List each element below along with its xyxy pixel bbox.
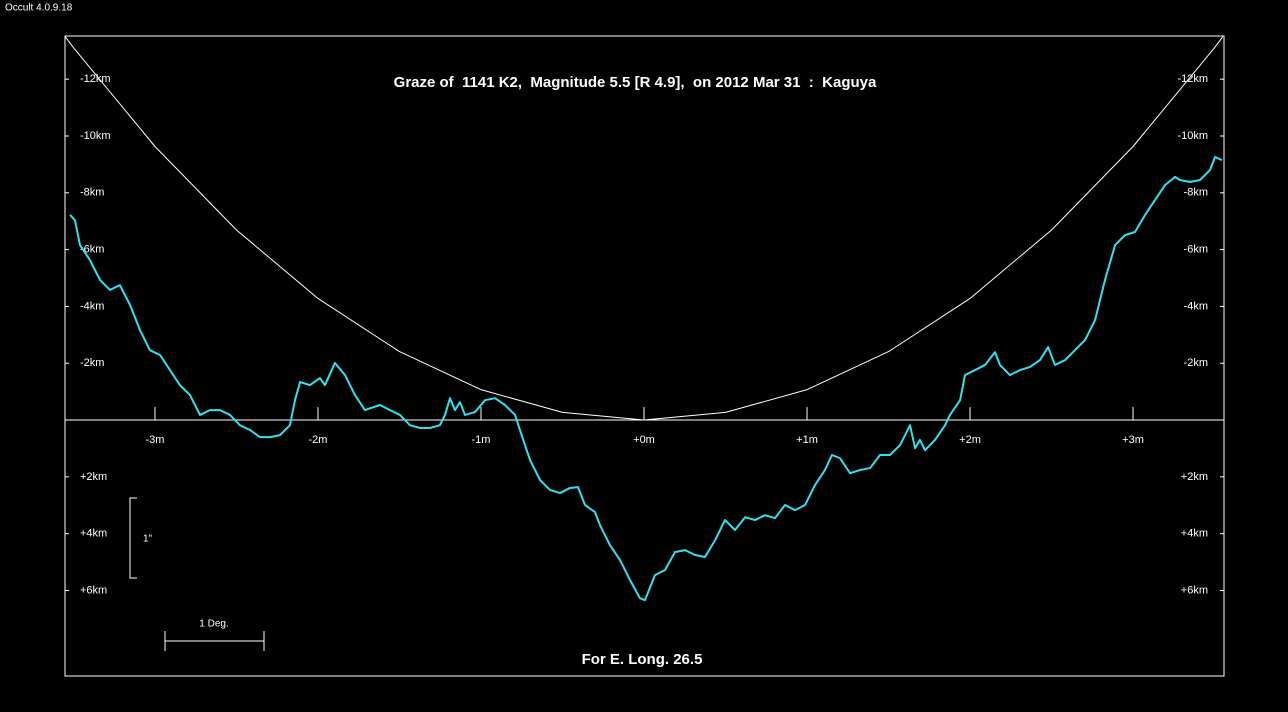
arcsec-scale-bar (129, 497, 137, 579)
series-line (69, 156, 1223, 602)
y-tick-label-right: -10km (1177, 130, 1208, 142)
y-tick-label-right: +4km (1181, 528, 1208, 540)
footer: For E. Long. 26.5 (582, 651, 703, 668)
y-tick-label-right: -6km (1184, 244, 1208, 256)
degree-scale-label: 1 Deg. (199, 619, 228, 630)
x-tick-label: +3m (1122, 434, 1144, 446)
y-tick-label-right: +2km (1181, 471, 1208, 483)
x-tick-label: -1m (472, 434, 491, 446)
x-tick-label: -3m (146, 434, 165, 446)
app-label: Occult 4.0.9.18 (5, 3, 73, 14)
y-tick-label-right: -8km (1184, 187, 1208, 199)
y-tick-label: -4km (80, 300, 104, 312)
plot-frame (64, 35, 1225, 677)
arcsec-scale-label: 1" (143, 534, 153, 545)
chart-title: Graze of 1141 K2, Magnitude 5.5 [R 4.9],… (394, 74, 877, 91)
y-tick-label: +4km (80, 528, 107, 540)
y-tick-label-right: -4km (1184, 300, 1208, 312)
x-tick-label: -2m (309, 434, 328, 446)
y-tick-label-right: -12km (1177, 73, 1208, 85)
y-tick-label: -8km (80, 187, 104, 199)
x-tick-label: +1m (796, 434, 818, 446)
series-line (64, 36, 1224, 421)
y-tick-label: -2km (80, 357, 104, 369)
y-tick-label: -10km (80, 130, 111, 142)
y-tick-label-right: -2km (1184, 357, 1208, 369)
x-tick-label: +2m (959, 434, 981, 446)
y-tick-label: -12km (80, 73, 111, 85)
y-tick-label: +6km (80, 584, 107, 596)
y-tick-label-right: +6km (1181, 584, 1208, 596)
degree-scale-bar (164, 631, 265, 651)
y-tick-label: +2km (80, 471, 107, 483)
x-tick-label: +0m (633, 434, 655, 446)
